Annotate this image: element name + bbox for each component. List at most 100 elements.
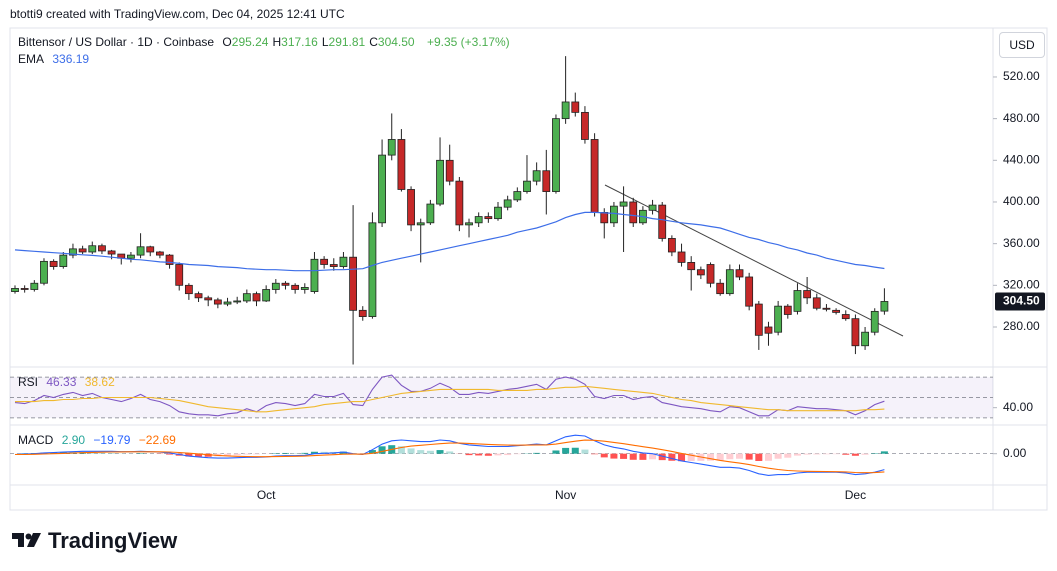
ohlc-label: H (272, 35, 282, 49)
currency-button[interactable]: USD (999, 32, 1045, 58)
x-tick-label: Oct (257, 488, 276, 502)
rsi-value: 46.33 (46, 375, 77, 389)
histogram-bar (50, 452, 58, 454)
rsi-name: RSI (18, 375, 39, 389)
candle-body (783, 305, 792, 315)
ema-line (14, 211, 885, 272)
candle-body (629, 201, 638, 224)
candle-body (648, 204, 657, 211)
candle-body (155, 251, 164, 256)
histogram-bar (687, 453, 695, 461)
ohlc-value: 317.16 (281, 35, 318, 49)
candle-body (822, 307, 831, 310)
candle-body (20, 288, 29, 290)
histogram-bar (484, 453, 492, 456)
y-tick-label: 40.00 (1003, 400, 1033, 414)
candle-body (329, 264, 338, 267)
ohlc-value: 295.24 (231, 35, 269, 49)
candle-body (30, 282, 39, 290)
histogram-bar (880, 451, 888, 454)
histogram-bar (195, 453, 203, 457)
histogram-bar (591, 453, 599, 455)
candle-body (291, 284, 300, 290)
y-tick-label: 520.00 (1003, 69, 1040, 83)
candle-body (252, 293, 261, 302)
candle-body (494, 206, 502, 220)
candle-body (532, 170, 541, 182)
y-tick-label: 280.00 (1003, 319, 1040, 333)
price-legend: Bittensor / US Dollar · 1D · Coinbase O2… (18, 35, 515, 49)
candle-body (725, 269, 734, 295)
candle-body (455, 180, 464, 226)
candle-body (358, 309, 367, 317)
candle-body (658, 204, 667, 239)
histogram-bar (581, 449, 589, 454)
candle-body (870, 310, 879, 333)
candle-body (184, 284, 193, 295)
histogram-bar (475, 453, 483, 456)
candle-body (610, 205, 618, 224)
candle-body (59, 254, 68, 267)
histogram-bar (716, 453, 724, 461)
candle-body (523, 180, 531, 192)
candle-body (667, 238, 676, 253)
x-tick-label: Nov (555, 488, 576, 502)
histogram-bar (842, 453, 850, 455)
candle-body (349, 256, 358, 311)
y-tick-label: 0.00 (1003, 446, 1027, 460)
candle-body (803, 290, 812, 299)
candle-body (841, 314, 850, 320)
macd-legend: MACD 2.90 −19.79 −22.69 (18, 433, 181, 447)
histogram-bar (745, 453, 753, 460)
candle-body (146, 246, 155, 253)
candle-body (98, 245, 106, 252)
candle-body (677, 251, 686, 263)
histogram-bar (291, 453, 299, 454)
candle-body (204, 297, 213, 301)
histogram-bar (755, 453, 763, 461)
candle-body (233, 300, 242, 303)
candle-body (465, 222, 473, 226)
candle-body (745, 276, 754, 307)
candle-body (416, 222, 425, 226)
candle-body (600, 211, 609, 224)
histogram-bar (861, 453, 869, 455)
candle-body (812, 297, 821, 309)
histogram-bar (562, 447, 570, 454)
candle-body (436, 159, 444, 205)
candle-body (78, 248, 87, 253)
candle-body (735, 269, 744, 278)
candle-body (281, 282, 290, 286)
histogram-bar (533, 452, 541, 454)
candle-body (832, 309, 840, 313)
ohlc-value: 291.81 (328, 35, 366, 49)
histogram-bar (310, 451, 318, 454)
price-badge (995, 292, 1045, 311)
histogram-bar (774, 453, 782, 459)
y-tick-label: 360.00 (1003, 236, 1040, 250)
candle-body (793, 290, 802, 312)
candle-body (40, 260, 48, 284)
candle-body (542, 170, 551, 192)
histogram-bar (610, 453, 618, 459)
candle-body (861, 331, 869, 347)
candle-body (49, 260, 58, 267)
candle-body (513, 191, 522, 201)
histogram-bar (620, 453, 628, 459)
histogram-bar (851, 453, 859, 456)
ema-legend: EMA 336.19 (18, 52, 94, 66)
brand: TradingView (48, 528, 178, 553)
price-badge-label: 304.50 (1003, 294, 1040, 308)
histogram-bar (639, 453, 647, 460)
candle-body (223, 301, 232, 305)
histogram-bar (803, 453, 811, 455)
candle-body (107, 250, 116, 255)
histogram-bar (668, 453, 676, 461)
histogram-bar (185, 453, 193, 457)
macd-name: MACD (18, 433, 54, 447)
candle-body (310, 258, 319, 292)
ohlc-label: C (369, 35, 378, 49)
histogram-bar (658, 453, 666, 461)
ema-value: 336.19 (52, 52, 90, 66)
